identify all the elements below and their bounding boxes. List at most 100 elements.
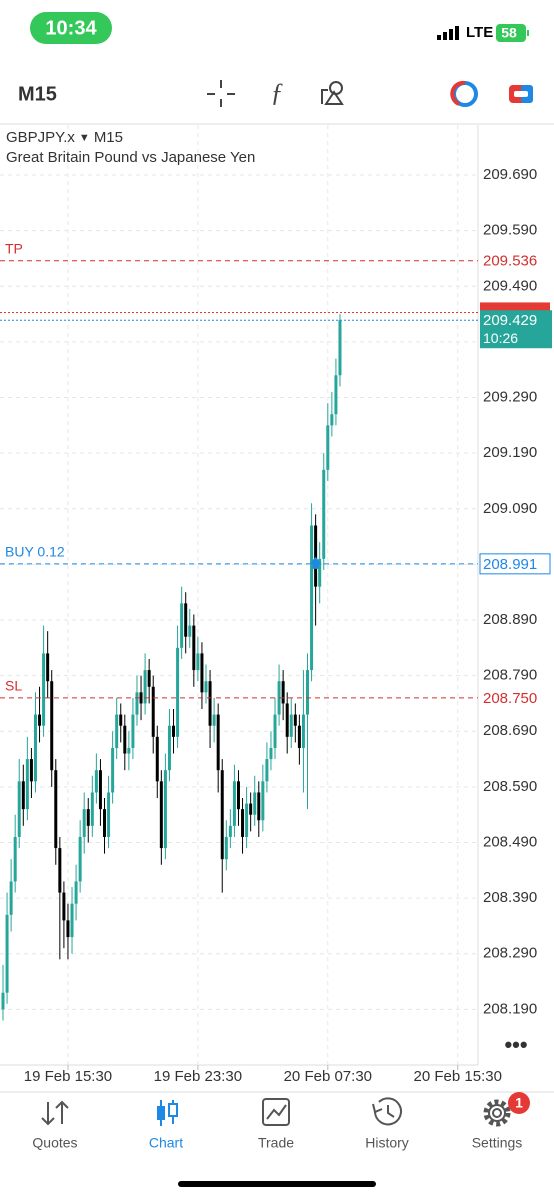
candle-body bbox=[38, 714, 42, 726]
candle-body bbox=[5, 914, 9, 993]
candle-body bbox=[220, 770, 224, 860]
chart: 208.190 208.290 208.390 208.490 208.590 208.6… bbox=[0, 125, 552, 1085]
candle-body bbox=[253, 792, 257, 815]
candle-body bbox=[13, 836, 17, 882]
candle-body bbox=[70, 903, 74, 938]
battery bbox=[496, 24, 526, 42]
candle-body bbox=[306, 670, 309, 715]
trade-icon[interactable] bbox=[509, 85, 533, 103]
y-tick-label: 208.590 bbox=[483, 778, 537, 795]
candle-body bbox=[216, 714, 220, 771]
symbol-timeframe: M15 bbox=[94, 129, 123, 146]
candle-body bbox=[58, 848, 62, 893]
candle-body bbox=[115, 714, 119, 748]
candle-body bbox=[241, 809, 245, 837]
y-tick-label: 208.790 bbox=[483, 667, 537, 684]
candle-body bbox=[111, 747, 115, 793]
tab-label[interactable]: Quotes bbox=[32, 1135, 77, 1151]
candle-body bbox=[74, 881, 78, 904]
level-price: 208.991 bbox=[483, 556, 537, 573]
candle-body bbox=[33, 714, 37, 782]
y-tick-label: 209.190 bbox=[483, 444, 537, 461]
candle-body bbox=[257, 792, 261, 821]
time-pill bbox=[30, 12, 112, 44]
candle-body bbox=[293, 714, 297, 726]
crosshair-icon[interactable] bbox=[207, 80, 235, 107]
candle-body bbox=[90, 792, 94, 826]
candle-body bbox=[224, 836, 228, 860]
candle-body bbox=[107, 792, 111, 837]
candle-body bbox=[269, 747, 273, 760]
trade-tab-icon bbox=[262, 1098, 290, 1126]
candle-body bbox=[62, 892, 66, 921]
candle-body bbox=[50, 681, 54, 771]
level-name: SL bbox=[5, 678, 22, 694]
level-price: 208.750 bbox=[483, 690, 537, 707]
candle-body bbox=[285, 703, 289, 737]
candle-body bbox=[119, 714, 123, 726]
objects-icon[interactable] bbox=[321, 81, 344, 105]
candle-body bbox=[78, 836, 82, 882]
candle-body bbox=[46, 653, 50, 682]
candle-body bbox=[94, 770, 98, 793]
network: LTE bbox=[466, 24, 493, 41]
candle-body bbox=[86, 809, 90, 826]
indicator-icon[interactable]: ƒ bbox=[271, 78, 284, 107]
quotes-icon bbox=[41, 1100, 69, 1126]
candle-body bbox=[180, 603, 184, 648]
level-name: BUY 0.12 bbox=[5, 544, 65, 560]
buy-marker bbox=[309, 556, 322, 569]
candle-body bbox=[310, 525, 314, 671]
y-tick-label: 208.190 bbox=[483, 1000, 537, 1017]
candle-body bbox=[330, 414, 334, 426]
symbol: GBPJPY.x ▼ M15 bbox=[6, 129, 123, 146]
candle-body bbox=[103, 809, 106, 837]
y-tick-label: 209.690 bbox=[483, 166, 537, 183]
level-price-box bbox=[479, 553, 551, 575]
candle-body bbox=[212, 714, 216, 726]
candle-body bbox=[135, 692, 139, 715]
candle-body bbox=[17, 781, 21, 837]
tab-label[interactable]: History bbox=[365, 1135, 409, 1151]
badge-count: 1 bbox=[515, 1095, 523, 1111]
candle-body bbox=[281, 681, 285, 704]
y-tick-label: 208.290 bbox=[483, 945, 537, 962]
symbol-description: Great Britain Pound vs Japanese Yen bbox=[6, 149, 255, 166]
candle-body bbox=[127, 747, 131, 754]
candle-body bbox=[54, 770, 58, 849]
color-icon[interactable] bbox=[450, 80, 478, 107]
candle-body bbox=[232, 781, 236, 826]
candle-body bbox=[200, 653, 204, 693]
y-tick-label: 209.490 bbox=[483, 277, 537, 294]
candle-body bbox=[273, 714, 277, 748]
candle-body bbox=[163, 770, 167, 849]
candle-body bbox=[167, 725, 171, 771]
timeframe-button[interactable]: M15 bbox=[18, 83, 57, 105]
tab-label[interactable]: Chart bbox=[149, 1135, 183, 1151]
settings-icon bbox=[483, 1099, 511, 1127]
tab-label[interactable]: Trade bbox=[258, 1135, 294, 1151]
candle-body bbox=[159, 781, 163, 849]
y-tick-label: 209.590 bbox=[483, 222, 537, 239]
y-tick-label: 209.290 bbox=[483, 389, 537, 406]
candle-body bbox=[326, 425, 330, 470]
bid-price: 209.429 bbox=[483, 312, 537, 329]
candle-body bbox=[301, 714, 305, 748]
level-name: TP bbox=[5, 240, 23, 256]
candle-body bbox=[318, 558, 322, 587]
y-tick-label: 208.390 bbox=[483, 889, 537, 906]
y-tick-label: 208.690 bbox=[483, 722, 537, 739]
candle-body bbox=[322, 469, 326, 559]
candle-body bbox=[314, 525, 318, 587]
history-icon bbox=[372, 1097, 402, 1126]
bid-price-box bbox=[480, 310, 552, 349]
tab-label[interactable]: Settings bbox=[472, 1135, 523, 1151]
candle-body bbox=[155, 736, 159, 782]
x-tick-label: 19 Feb 23:30 bbox=[154, 1068, 242, 1085]
candle-body bbox=[334, 375, 338, 415]
home-indicator bbox=[178, 1181, 376, 1187]
more-button[interactable]: ••• bbox=[504, 1032, 527, 1057]
x-tick-label: 20 Feb 07:30 bbox=[284, 1068, 372, 1085]
candle-body bbox=[21, 781, 25, 810]
